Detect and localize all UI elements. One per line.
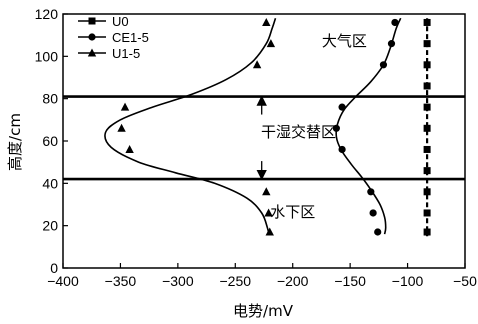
x-tick-label: −200 [277, 273, 309, 289]
x-axis-title: 电势/mV [233, 302, 294, 320]
point-ce1-5 [338, 103, 346, 111]
y-tick-label: 80 [42, 91, 58, 107]
curve-ce1-5 [335, 17, 402, 235]
x-tick-label: −400 [47, 273, 79, 289]
curve-u1-5 [104, 17, 277, 235]
legend-marker [88, 33, 96, 41]
x-tick-label: −100 [392, 273, 424, 289]
point-u1-5 [264, 208, 273, 217]
zone-label: 水下区 [270, 203, 315, 221]
legend-label: U0 [112, 14, 129, 29]
point-u0 [423, 124, 431, 132]
point-u0 [423, 40, 431, 48]
point-u1-5 [262, 187, 271, 196]
point-u0 [423, 103, 431, 111]
legend-label: U1-5 [112, 46, 140, 61]
point-ce1-5 [391, 18, 399, 27]
point-u0 [423, 145, 431, 153]
point-u0 [423, 82, 431, 90]
point-u1-5 [120, 102, 130, 111]
point-ce1-5 [374, 228, 382, 236]
point-ce1-5 [369, 209, 377, 217]
point-u1-5 [262, 17, 271, 26]
y-tick-label: 100 [35, 48, 59, 64]
series-curves [104, 17, 429, 237]
series-markers [117, 17, 431, 236]
legend-marker [87, 48, 97, 57]
point-ce1-5 [338, 145, 346, 154]
point-u1-5 [265, 227, 274, 236]
y-tick-label: 60 [42, 133, 58, 149]
point-u1-5 [252, 60, 262, 69]
y-tick-label: 120 [35, 6, 59, 22]
point-ce1-5 [387, 40, 396, 48]
x-tick-label: −50 [453, 273, 477, 289]
y-tick-label: 20 [42, 218, 58, 234]
legend-marker [88, 17, 96, 25]
zone-label: 干湿交替区 [261, 123, 336, 141]
point-u0 [423, 167, 431, 175]
point-ce1-5 [332, 124, 340, 132]
point-u1-5 [125, 144, 134, 153]
y-axis-title: 高度/cm [6, 113, 24, 171]
point-ce1-5 [379, 61, 388, 69]
y-tick-label: 0 [50, 260, 58, 276]
point-u0 [423, 228, 431, 236]
x-tick-label: −350 [105, 273, 137, 289]
point-u1-5 [117, 123, 126, 132]
point-u1-5 [266, 39, 276, 48]
x-tick-label: −150 [334, 273, 366, 289]
x-tick-label: −300 [162, 273, 194, 289]
point-ce1-5 [367, 188, 375, 196]
zone-label: 大气区 [322, 32, 367, 50]
point-u0 [423, 209, 431, 217]
point-u0 [423, 61, 431, 69]
y-tick-label: 40 [42, 175, 58, 191]
point-u0 [423, 18, 431, 26]
axes: −400 −350 −300 −250 −200 −150 −100 −50 0 20 40 60 80… [35, 6, 477, 289]
legend-label: CE1-5 [112, 30, 149, 45]
point-u0 [423, 188, 431, 196]
x-tick-label: −250 [220, 273, 252, 289]
